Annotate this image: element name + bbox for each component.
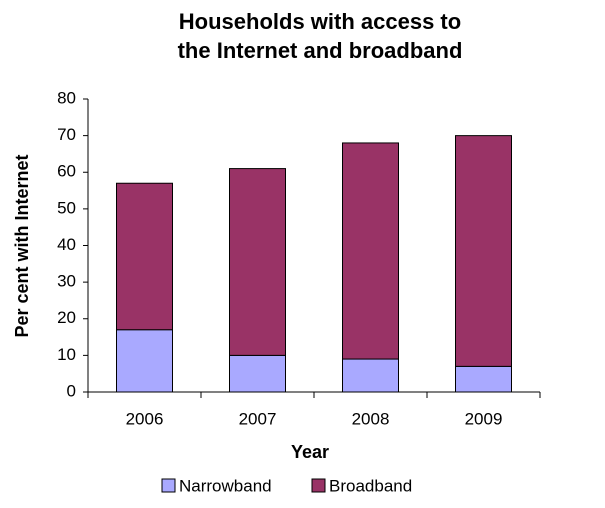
bar-segment [116, 182, 173, 331]
y-tick-label: 70 [57, 125, 76, 144]
y-tick-label: 30 [57, 272, 76, 291]
x-axis-title: Year [291, 442, 329, 462]
y-tick-label: 80 [57, 88, 76, 107]
x-tick-label: 2009 [465, 409, 503, 428]
legend-swatch [311, 478, 326, 493]
legend-label: Narrowband [179, 476, 272, 495]
bar-segment [342, 142, 399, 360]
y-tick-label: 10 [57, 345, 76, 364]
y-tick-label: 0 [67, 381, 76, 400]
bar-segment [455, 135, 512, 367]
y-tick-label: 20 [57, 308, 76, 327]
x-tick-label: 2006 [126, 409, 164, 428]
x-tick-label: 2008 [352, 409, 390, 428]
bar-segment [342, 358, 399, 393]
bar-segment [116, 329, 173, 393]
chart-title: the Internet and broadband [178, 38, 463, 63]
bar-segment [455, 365, 512, 393]
bar-segment [229, 354, 286, 393]
y-tick-label: 50 [57, 198, 76, 217]
legend-swatch [161, 478, 176, 493]
bar-segment [229, 168, 286, 356]
y-tick-label: 60 [57, 162, 76, 181]
y-axis-title: Per cent with Internet [12, 154, 32, 337]
x-tick-label: 2007 [239, 409, 277, 428]
y-tick-label: 40 [57, 235, 76, 254]
chart-title: Households with access to [179, 9, 461, 34]
legend-label: Broadband [329, 476, 412, 495]
